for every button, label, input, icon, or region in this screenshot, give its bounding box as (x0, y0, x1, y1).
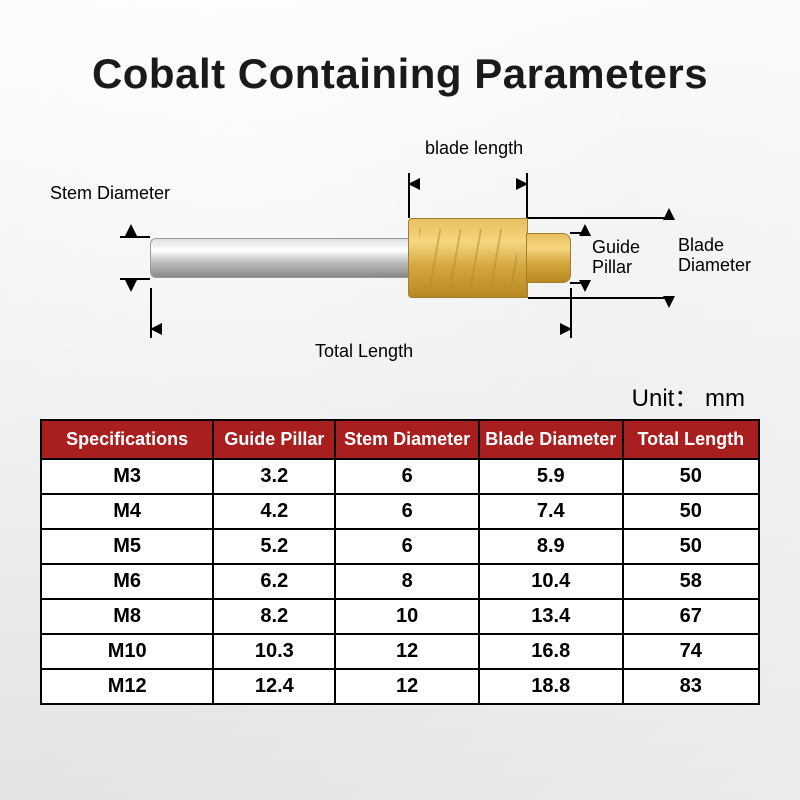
total-length-label: Total Length (315, 341, 413, 362)
guide-pillar-label: Guide Pillar (592, 238, 640, 278)
table-header: Specifications (41, 420, 213, 459)
table-cell: 13.4 (479, 599, 623, 634)
table-cell: M8 (41, 599, 213, 634)
table-cell: M6 (41, 564, 213, 599)
table-cell: M3 (41, 459, 213, 494)
table-cell: 83 (623, 669, 759, 704)
table-cell: 16.8 (479, 634, 623, 669)
dim-ext (120, 236, 150, 238)
blade-diameter-label: Blade Diameter (678, 236, 751, 276)
table-cell: 8.2 (213, 599, 335, 634)
table-row: M33.265.950 (41, 459, 759, 494)
guide-pillar-shape (526, 233, 571, 283)
table-cell: 12 (335, 669, 479, 704)
table-cell: 12 (335, 634, 479, 669)
table-cell: 58 (623, 564, 759, 599)
tool-diagram: Stem Diameter blade length Guide Pillar … (50, 128, 750, 368)
dim-ext (570, 232, 588, 234)
blade-length-label: blade length (425, 138, 523, 159)
table-cell: 74 (623, 634, 759, 669)
table-row: M44.267.450 (41, 494, 759, 529)
table-cell: M5 (41, 529, 213, 564)
table-header: Stem Diameter (335, 420, 479, 459)
table-cell: 6.2 (213, 564, 335, 599)
table-cell: 10 (335, 599, 479, 634)
table-cell: 8.9 (479, 529, 623, 564)
table-cell: 67 (623, 599, 759, 634)
unit-label: Unit： mm (0, 378, 800, 413)
blade-shape (408, 218, 528, 298)
dim-line (50, 370, 468, 372)
dim-ext (570, 282, 588, 284)
table-cell: 6 (335, 529, 479, 564)
table-header: Blade Diameter (479, 420, 623, 459)
dim-ext (528, 297, 673, 299)
table-cell: 8 (335, 564, 479, 599)
table-cell: 4.2 (213, 494, 335, 529)
table-row: M66.2810.458 (41, 564, 759, 599)
spec-table: SpecificationsGuide PillarStem DiameterB… (40, 419, 760, 705)
dim-line (50, 200, 52, 270)
page-title: Cobalt Containing Parameters (0, 0, 800, 98)
table-cell: 7.4 (479, 494, 623, 529)
table-header: Guide Pillar (213, 420, 335, 459)
arrow-icon (560, 323, 572, 335)
arrow-icon (408, 178, 420, 190)
dim-ext (528, 217, 673, 219)
table-header: Total Length (623, 420, 759, 459)
table-cell: M4 (41, 494, 213, 529)
stem-shape (150, 238, 410, 278)
stem-diameter-label: Stem Diameter (50, 183, 170, 204)
arrow-icon (579, 224, 591, 236)
table-cell: 50 (623, 459, 759, 494)
table-cell: M12 (41, 669, 213, 704)
table-cell: 6 (335, 494, 479, 529)
table-cell: 3.2 (213, 459, 335, 494)
table-cell: 5.9 (479, 459, 623, 494)
table-cell: 50 (623, 529, 759, 564)
table-cell: 5.2 (213, 529, 335, 564)
table-row: M1010.31216.874 (41, 634, 759, 669)
table-cell: 50 (623, 494, 759, 529)
table-cell: M10 (41, 634, 213, 669)
table-row: M88.21013.467 (41, 599, 759, 634)
table-cell: 10.4 (479, 564, 623, 599)
arrow-icon (125, 224, 137, 236)
dim-line (50, 270, 52, 370)
arrow-icon (150, 323, 162, 335)
table-cell: 6 (335, 459, 479, 494)
arrow-icon (516, 178, 528, 190)
table-cell: 12.4 (213, 669, 335, 704)
table-cell: 10.3 (213, 634, 335, 669)
table-row: M1212.41218.883 (41, 669, 759, 704)
table-cell: 18.8 (479, 669, 623, 704)
table-row: M55.268.950 (41, 529, 759, 564)
arrow-icon (125, 280, 137, 292)
